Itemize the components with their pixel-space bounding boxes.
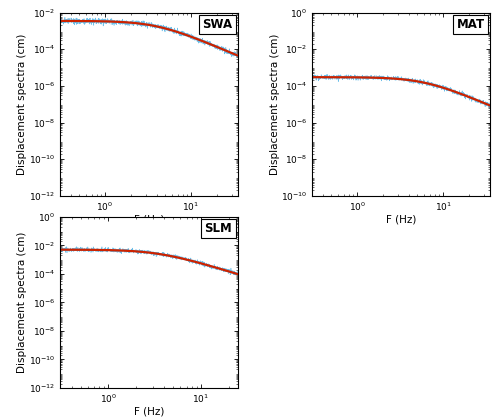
Text: MAT: MAT: [456, 18, 484, 31]
Text: SWA: SWA: [202, 18, 232, 31]
Y-axis label: Displacement spectra (cm): Displacement spectra (cm): [270, 33, 280, 175]
X-axis label: F (Hz): F (Hz): [134, 407, 164, 417]
X-axis label: F (Hz): F (Hz): [386, 215, 416, 225]
Y-axis label: Displacement spectra (cm): Displacement spectra (cm): [18, 33, 28, 175]
Y-axis label: Displacement spectra (cm): Displacement spectra (cm): [18, 231, 28, 373]
X-axis label: F (Hz): F (Hz): [134, 215, 164, 225]
Text: SLM: SLM: [204, 222, 233, 235]
